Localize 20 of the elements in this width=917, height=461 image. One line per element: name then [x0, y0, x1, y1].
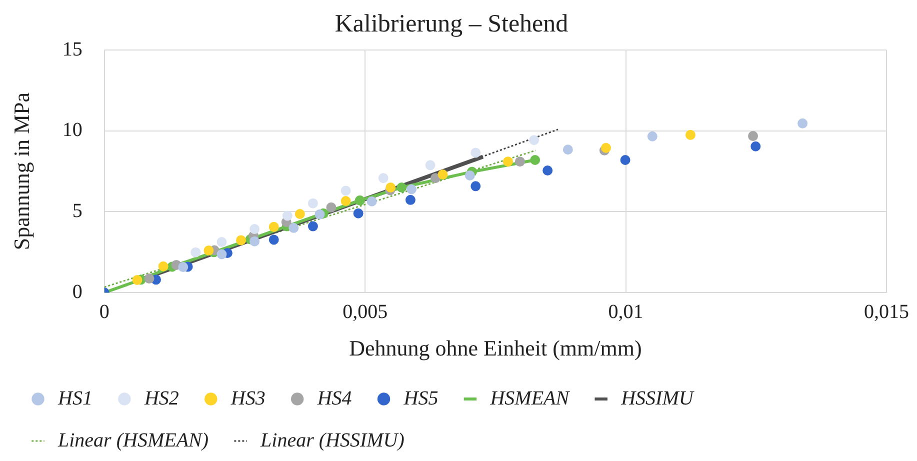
- x-tick-label: 0: [99, 300, 110, 323]
- legend-label: HS4: [316, 387, 352, 410]
- legend-label: HSSIMU: [620, 387, 695, 410]
- legend-label: HSMEAN: [489, 387, 571, 410]
- x-tick-label: 0,005: [342, 300, 388, 323]
- x-axis-title: Dehnung ohne Einheit (mm/mm): [349, 336, 642, 361]
- y-tick-label: 5: [72, 200, 82, 222]
- x-tick-label: 0,015: [864, 300, 909, 323]
- y-tick-label: 0: [72, 280, 82, 303]
- legend-label: Linear (HSMEAN): [57, 429, 209, 452]
- y-axis-title: Spannung in MPa: [8, 92, 34, 250]
- legend-label: HS5: [402, 387, 438, 410]
- y-tick-label: 10: [62, 119, 82, 142]
- y-tick-label: 15: [62, 38, 82, 60]
- x-tick-label: 0,01: [608, 300, 644, 323]
- legend-label: Linear (HSSIMU): [260, 429, 405, 452]
- chart-title: Kalibrierung – Stehend: [334, 10, 569, 38]
- legend-label: HS1: [57, 387, 92, 410]
- legend-label: HS2: [143, 387, 179, 410]
- legend-label: HS3: [230, 387, 266, 410]
